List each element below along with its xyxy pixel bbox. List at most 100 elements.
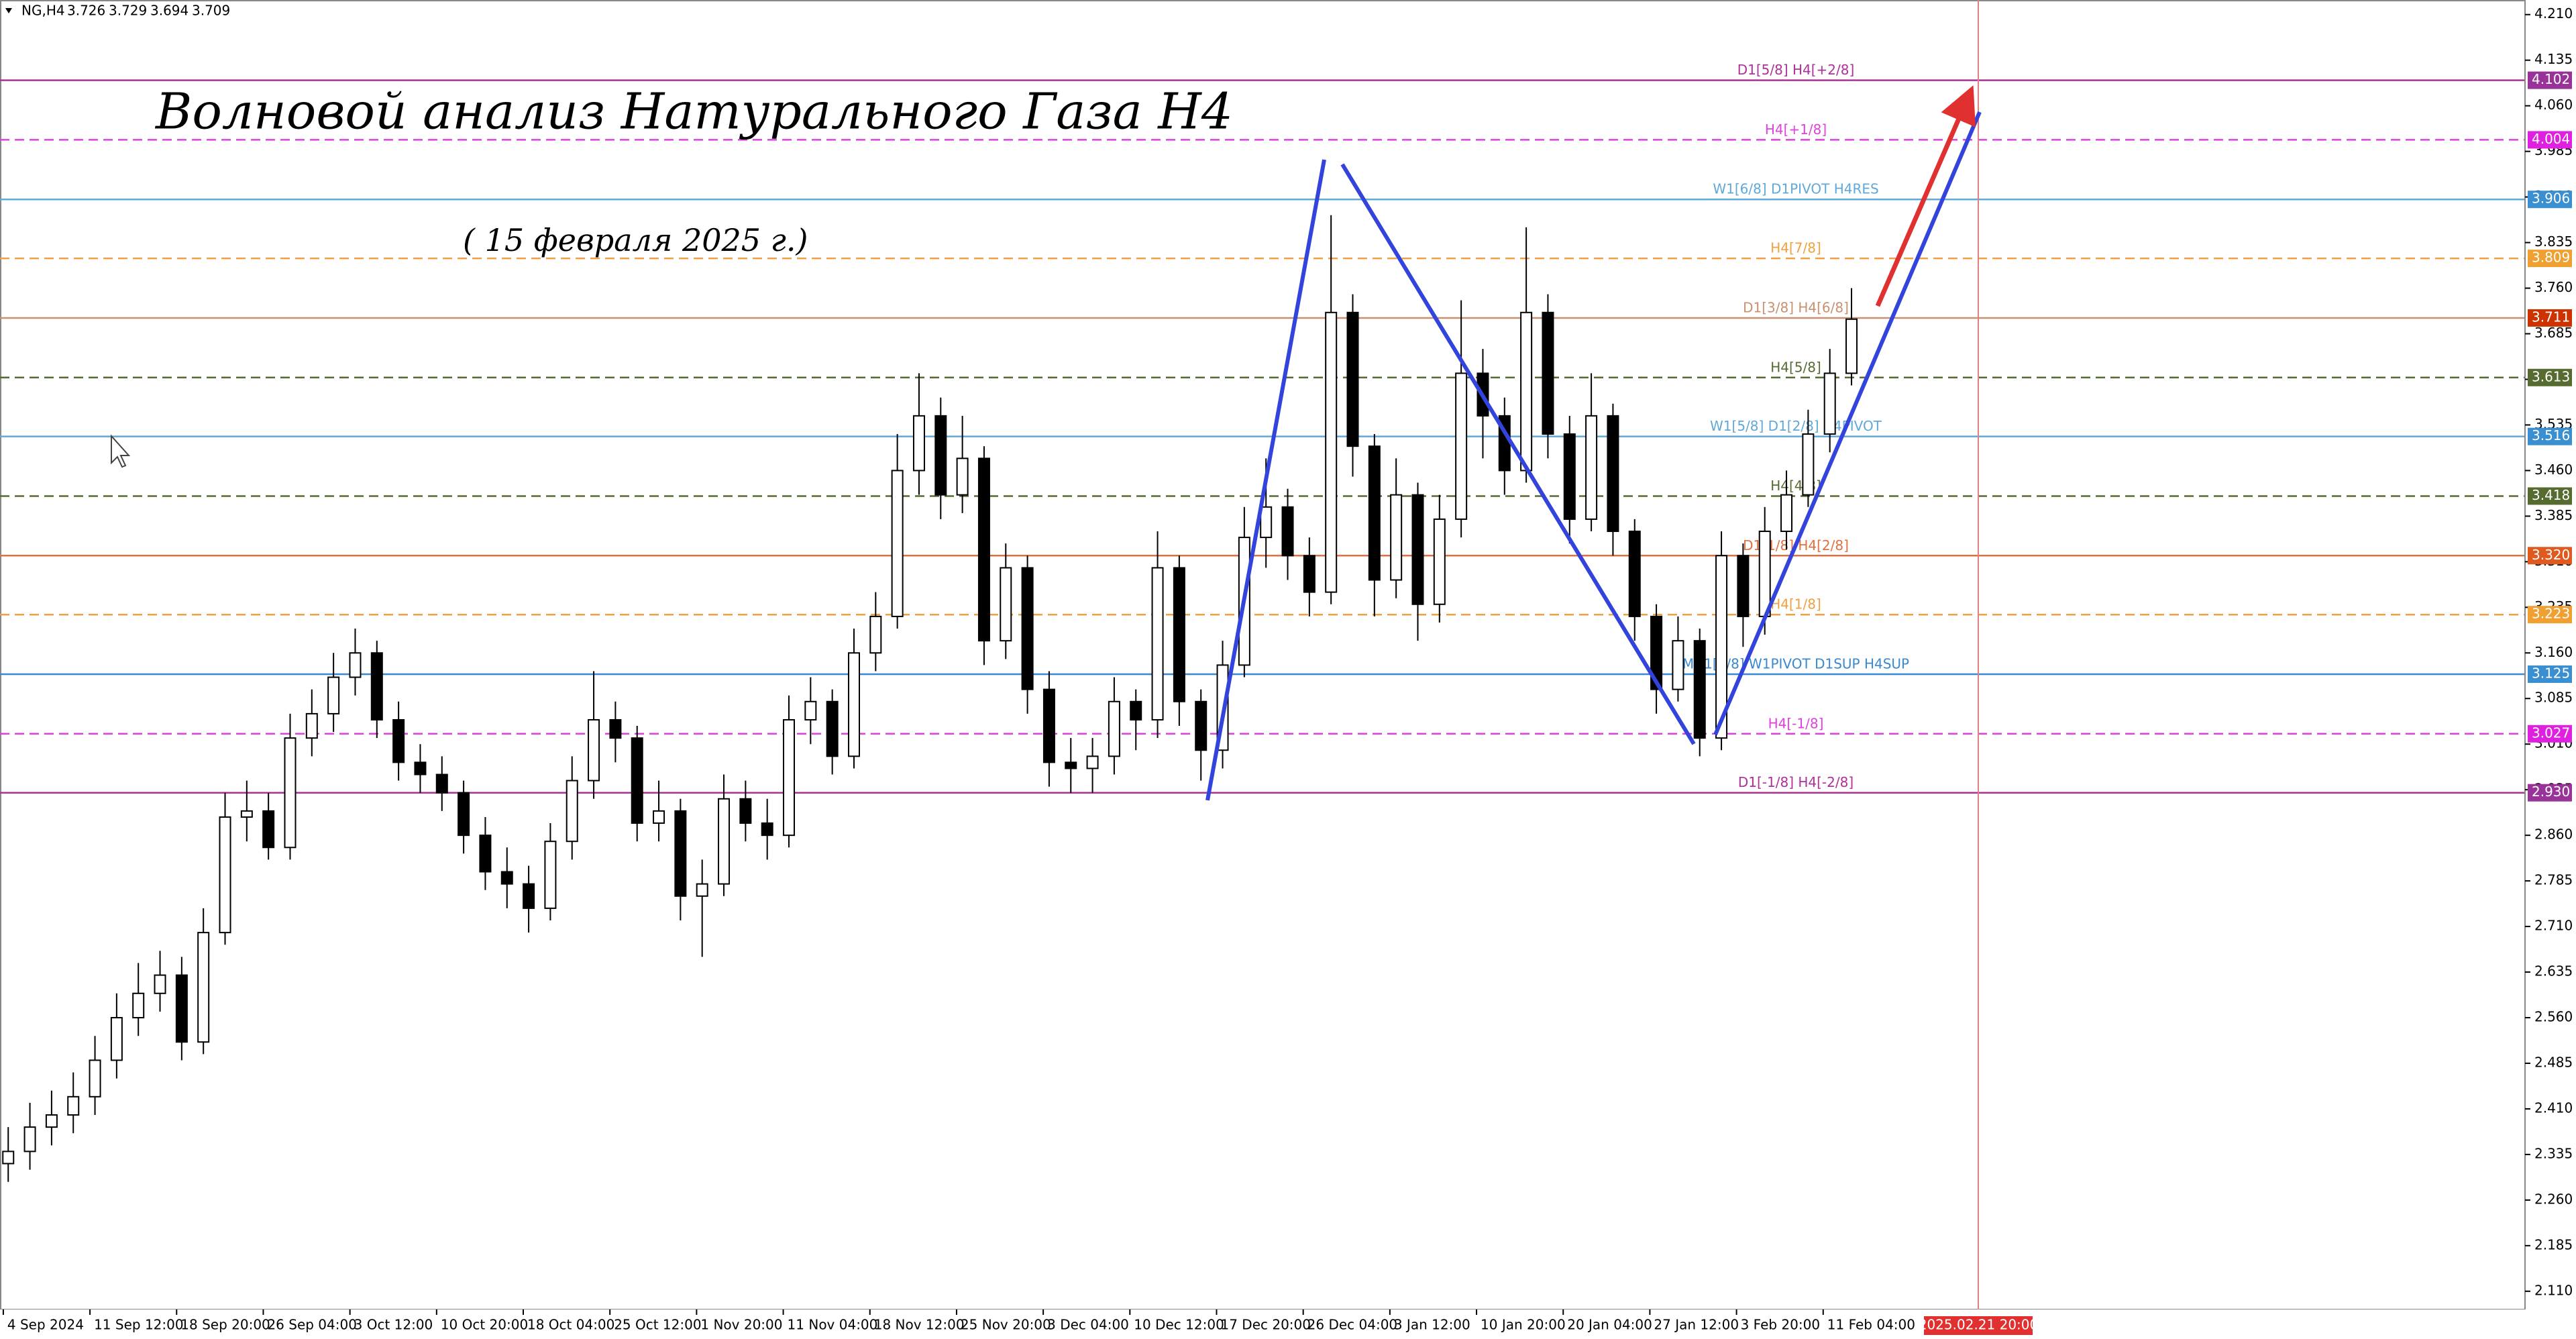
candle-body — [718, 798, 731, 885]
candle-body — [544, 841, 557, 909]
candle-body — [783, 718, 796, 837]
price-tag-label: 3.418 — [2532, 487, 2570, 503]
chart-title: Волновой анализ Натурального Газа H4 — [154, 83, 1233, 140]
x-tick-label: 18 Oct 04:00 — [527, 1317, 614, 1333]
price-tag — [2528, 191, 2572, 209]
wave-line — [1340, 163, 1696, 745]
y-tick-label: 4.210 — [2534, 5, 2573, 21]
candle-body — [566, 780, 578, 843]
y-tick-label: 2.785 — [2534, 872, 2573, 888]
price-tag — [2528, 725, 2572, 743]
candle-body — [2, 1150, 15, 1165]
symbol-menu-icon[interactable] — [5, 8, 12, 13]
candle-body — [284, 737, 297, 849]
price-tag-label: 3.613 — [2532, 368, 2570, 384]
y-tick-label: 3.685 — [2534, 325, 2573, 341]
candle-body — [1823, 372, 1836, 435]
x-tick-label: 17 Dec 20:00 — [1220, 1317, 1311, 1333]
candle-body — [1802, 433, 1815, 496]
candle-body — [1021, 567, 1034, 690]
price-tag — [2528, 71, 2572, 89]
x-tick-label: 27 Jan 12:00 — [1654, 1317, 1739, 1333]
y-tick-label: 3.385 — [2534, 507, 2573, 523]
price-tag-label: 4.102 — [2532, 71, 2570, 87]
candle-body — [523, 883, 535, 909]
candle-body — [67, 1095, 80, 1116]
candle-body — [479, 835, 492, 873]
x-tick-label: 18 Nov 12:00 — [874, 1317, 965, 1333]
price-tag — [2528, 487, 2572, 505]
time-axis — [0, 1309, 2525, 1339]
candle-body — [609, 718, 622, 739]
x-tick-label: 10 Jan 20:00 — [1481, 1317, 1566, 1333]
candle-body — [1411, 494, 1424, 605]
price-tag-label: 4.004 — [2532, 131, 2570, 147]
candle-body — [804, 700, 817, 720]
level-label: W1[5/8] D1[2/8] H4PIVOT — [1710, 418, 1882, 434]
y-tick-label: 2.110 — [2534, 1282, 2573, 1298]
candle-body — [1715, 555, 1728, 739]
candle-body — [1563, 433, 1576, 520]
candle-body — [500, 871, 513, 885]
x-tick-label: 10 Dec 12:00 — [1134, 1317, 1224, 1333]
candle-body — [435, 773, 448, 794]
x-tick-label: 4 Sep 2024 — [7, 1317, 84, 1333]
candle-body — [132, 992, 145, 1019]
y-tick-label: 3.160 — [2534, 644, 2573, 660]
level-label: H4[1/8] — [1770, 596, 1821, 612]
x-tick-label: 10 Oct 20:00 — [441, 1317, 528, 1333]
x-tick-label: 18 Sep 20:00 — [180, 1317, 270, 1333]
candle-body — [891, 470, 904, 617]
candle-body — [1672, 640, 1684, 690]
candle-body — [977, 458, 990, 642]
candle-body — [1455, 372, 1468, 520]
price-tag — [2528, 250, 2572, 268]
candle-body — [826, 700, 839, 757]
candle-body — [1346, 311, 1359, 447]
candle-body — [154, 974, 166, 994]
x-tick-label: 11 Sep 12:00 — [94, 1317, 184, 1333]
y-tick-label: 2.410 — [2534, 1100, 2573, 1116]
level-label: H4[+1/8] — [1765, 121, 1827, 138]
candle-body — [674, 810, 687, 897]
candle-body — [934, 415, 947, 496]
price-tag-label: 3.711 — [2532, 309, 2570, 325]
candle-body — [1042, 688, 1055, 763]
price-tag-label: 3.320 — [2532, 547, 2570, 563]
candle-body — [89, 1059, 101, 1097]
candle-body — [349, 652, 362, 678]
candle-body — [912, 415, 925, 472]
wave-line — [1713, 111, 1982, 736]
candle-body — [1195, 700, 1208, 751]
candle-body — [653, 810, 665, 824]
candle-body — [1325, 311, 1338, 593]
candle-body — [458, 792, 470, 837]
last-bar-value: 3.709 — [192, 3, 230, 19]
candle-body — [739, 798, 752, 824]
candle-body — [414, 761, 427, 775]
last-bar-value: 3.694 — [150, 3, 189, 19]
candle-body — [1108, 700, 1120, 757]
level-label: H4[-1/8] — [1768, 715, 1824, 731]
y-tick-label: 2.335 — [2534, 1145, 2573, 1161]
x-tick-label: 3 Dec 04:00 — [1047, 1317, 1129, 1333]
x-tick-label: 25 Nov 20:00 — [961, 1317, 1051, 1333]
candle-body — [175, 974, 188, 1043]
candle-body — [1368, 445, 1381, 581]
candle-body — [1433, 518, 1446, 605]
price-tag — [2528, 427, 2572, 445]
candle-body — [327, 676, 340, 714]
candle-body — [1693, 640, 1706, 739]
price-tag — [2528, 131, 2572, 149]
price-tag-label: 3.906 — [2532, 191, 2570, 207]
candle-body — [869, 615, 882, 654]
x-tick-label: 3 Feb 20:00 — [1741, 1317, 1821, 1333]
level-label: W1[6/8] D1PIVOT H4RES — [1713, 181, 1878, 197]
x-tick-label: 3 Oct 12:00 — [354, 1317, 433, 1333]
last-bar-value: 3.726 — [67, 3, 105, 19]
price-tag-label: 3.223 — [2532, 606, 2570, 622]
candle-body — [1000, 567, 1012, 642]
price-tag-label: 3.027 — [2532, 725, 2570, 741]
